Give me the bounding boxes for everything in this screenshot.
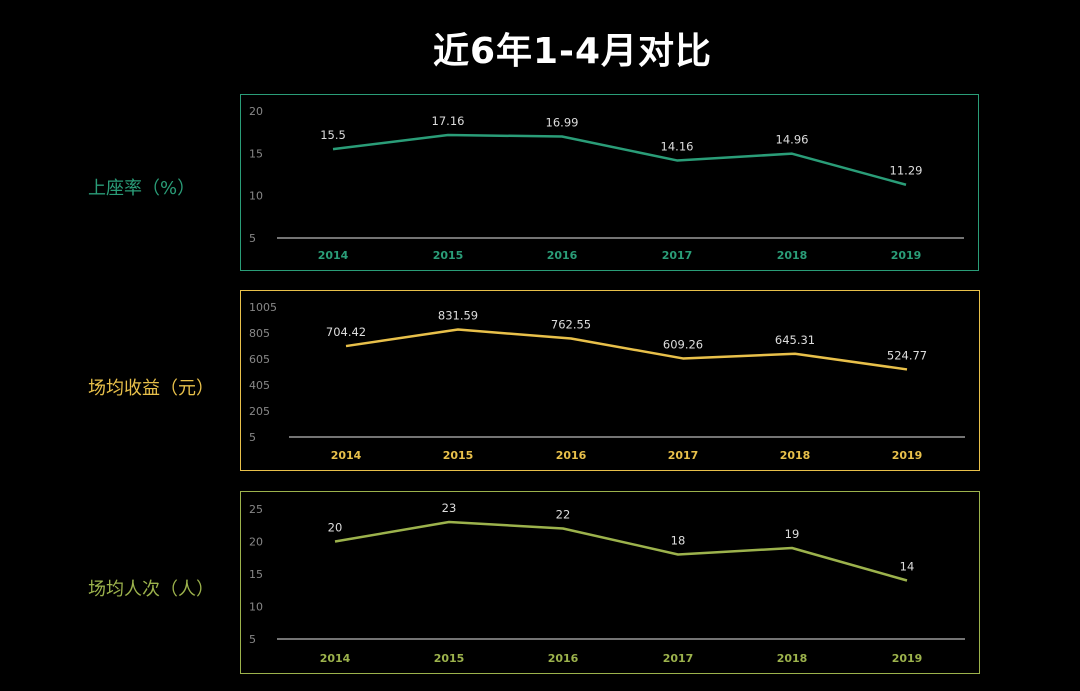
x-tick-label: 2015: [443, 449, 474, 462]
y-tick-label: 5: [249, 633, 256, 646]
x-tick-label: 2019: [892, 652, 923, 665]
data-label: 704.42: [326, 325, 366, 339]
y-tick-label: 605: [249, 353, 270, 366]
data-label: 14: [900, 560, 915, 574]
data-label: 20: [328, 521, 343, 535]
y-tick-label: 5: [249, 232, 256, 245]
data-label: 15.5: [320, 128, 346, 142]
data-label: 18: [671, 534, 686, 548]
x-tick-label: 2014: [320, 652, 351, 665]
panel-label-occupancy: 上座率（%）: [88, 178, 196, 199]
y-tick-label: 15: [249, 568, 263, 581]
y-tick-label: 20: [249, 536, 263, 549]
page-title: 近6年1-4月对比: [432, 31, 713, 72]
chart-revenue: 1005 805 605 405 205 5 704.42 831.59 762.55 609.2…: [249, 301, 965, 462]
series-line: [334, 520, 908, 582]
data-label: 16.99: [546, 115, 579, 129]
data-label: 22: [556, 508, 571, 522]
data-label: 11.29: [890, 164, 923, 178]
chart-panel-revenue: 1005 805 605 405 205 5 704.42 831.59 762.55 609.2…: [240, 290, 980, 471]
panel-label-revenue: 场均收益（元）: [88, 378, 214, 399]
data-label: 524.77: [887, 348, 927, 362]
y-tick-label: 805: [249, 327, 270, 340]
x-tick-label: 2014: [331, 449, 362, 462]
y-tick-label: 5: [249, 431, 256, 444]
series-line: [332, 133, 907, 186]
data-label: 609.26: [663, 337, 703, 351]
x-tick-label: 2019: [891, 249, 922, 262]
data-label: 17.16: [432, 114, 465, 128]
x-tick-label: 2016: [548, 652, 579, 665]
y-tick-label: 20: [249, 105, 263, 118]
x-tick-label: 2017: [662, 249, 693, 262]
x-tick-label: 2018: [777, 652, 808, 665]
data-label: 14.16: [661, 139, 694, 153]
x-tick-label: 2016: [556, 449, 587, 462]
x-tick-label: 2019: [892, 449, 923, 462]
chart-panel-attendance: 25 20 15 10 5 20 23 22 18 19 14 2014 2015 2016 2017 201…: [240, 491, 980, 674]
series-line: [345, 328, 908, 371]
data-label: 645.31: [775, 333, 815, 347]
y-tick-label: 10: [249, 190, 263, 203]
panel-label-attendance: 场均人次（人）: [88, 579, 214, 600]
data-label: 831.59: [438, 309, 478, 323]
x-tick-label: 2018: [777, 249, 808, 262]
y-tick-label: 205: [249, 405, 270, 418]
x-tick-label: 2017: [663, 652, 694, 665]
data-label: 23: [442, 501, 457, 515]
x-tick-label: 2016: [547, 249, 578, 262]
y-tick-label: 1005: [249, 301, 277, 314]
y-tick-label: 405: [249, 379, 270, 392]
data-label: 19: [785, 527, 800, 541]
data-label: 762.55: [551, 318, 591, 332]
y-tick-label: 25: [249, 503, 263, 516]
x-tick-label: 2017: [668, 449, 699, 462]
data-label: 14.96: [776, 133, 809, 147]
y-tick-label: 10: [249, 601, 263, 614]
x-tick-label: 2014: [318, 249, 349, 262]
x-tick-label: 2018: [780, 449, 811, 462]
chart-panel-occupancy: 20 15 10 5 15.5 17.16 16.99 14.16 14.96 11.29 2014…: [240, 94, 979, 271]
x-tick-label: 2015: [434, 652, 465, 665]
y-tick-label: 15: [249, 147, 263, 160]
x-tick-label: 2015: [433, 249, 464, 262]
